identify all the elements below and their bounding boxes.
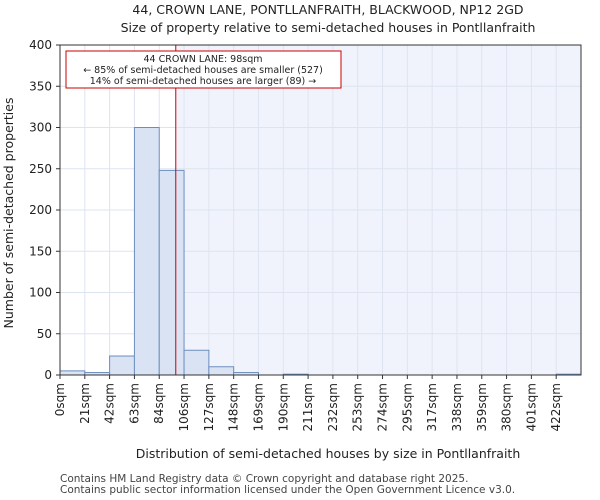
histogram-bar	[158, 169, 185, 376]
x-tick-label: 84sqm	[152, 383, 166, 424]
x-tick-label: 21sqm	[78, 383, 92, 424]
chart-subtitle: Size of property relative to semi-detach…	[121, 20, 536, 35]
annotation-title: 44 CROWN LANE: 98sqm	[143, 54, 262, 65]
x-tick-label: 0sqm	[53, 383, 67, 416]
x-tick-label: 127sqm	[202, 383, 216, 431]
x-tick-label: 317sqm	[425, 383, 439, 431]
annotation-smaller: ← 85% of semi-detached houses are smalle…	[83, 65, 323, 76]
y-axis-label: Number of semi-detached properties	[1, 98, 16, 329]
x-tick-label: 106sqm	[177, 383, 191, 431]
x-tick-label: 295sqm	[400, 383, 414, 431]
histogram-bar	[208, 366, 235, 376]
x-tick-label: 232sqm	[326, 383, 340, 431]
x-tick-label: 148sqm	[227, 383, 241, 431]
x-tick-label: 401sqm	[524, 383, 538, 431]
y-tick-label: 200	[29, 203, 52, 217]
plot-area: 0 50 100 150 200 250 300 350 400 0sqm 21sqm 42sqm 63…	[29, 38, 582, 431]
x-tick-label: 338sqm	[450, 383, 464, 431]
y-tick-label: 100	[29, 286, 52, 300]
x-tick-label: 190sqm	[276, 383, 290, 431]
y-tick-label: 50	[37, 327, 52, 341]
y-tick-label: 0	[44, 368, 52, 382]
x-tick-label: 169sqm	[251, 383, 265, 431]
footer-line-2: Contains public sector information licen…	[60, 484, 516, 496]
chart-title: 44, CROWN LANE, PONTLLANFRAITH, BLACKWOO…	[132, 2, 523, 17]
footer-line-1: Contains HM Land Registry data © Crown c…	[60, 473, 469, 485]
annotation-box	[65, 50, 342, 89]
histogram-bar	[59, 370, 86, 376]
y-tick-label: 150	[29, 244, 52, 258]
x-axis-label: Distribution of semi-detached houses by …	[136, 446, 521, 461]
histogram-bar	[183, 349, 210, 376]
x-tick-label: 274sqm	[376, 383, 390, 431]
x-tick-label: 422sqm	[549, 383, 563, 431]
x-tick-label: 253sqm	[351, 383, 365, 431]
y-tick-label: 400	[29, 38, 52, 52]
y-tick-label: 300	[29, 121, 52, 135]
histogram-bar	[109, 355, 135, 376]
x-tick-label: 42sqm	[103, 383, 117, 424]
x-tick-label: 211sqm	[301, 383, 315, 431]
annotation-larger: 14% of semi-detached houses are larger (…	[90, 76, 317, 87]
x-tick-label: 380sqm	[500, 383, 514, 431]
x-tick-label: 63sqm	[127, 383, 141, 424]
y-tick-label: 250	[29, 162, 52, 176]
y-tick-label: 350	[29, 79, 52, 93]
histogram-bar	[133, 127, 160, 376]
x-tick-label: 359sqm	[475, 383, 489, 431]
